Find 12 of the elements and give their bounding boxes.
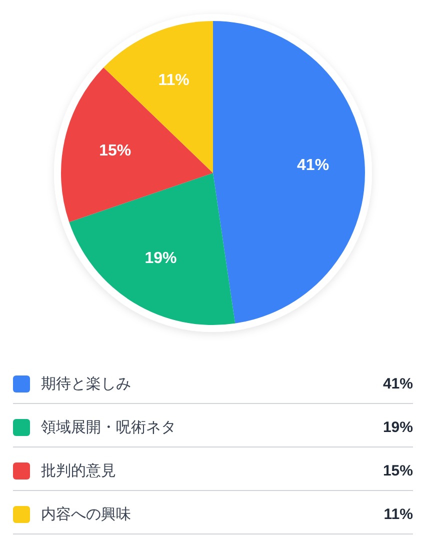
text: 19% [382, 419, 413, 436]
text: 11% [384, 506, 413, 523]
data-label: 19% [144, 250, 177, 268]
legend-label: 期待と楽しみ [41, 376, 131, 392]
text: 41% [382, 376, 413, 392]
legend-label: 内容への興味 [41, 506, 131, 523]
data-label: 11% [158, 72, 190, 90]
legend-label: 批判的意見 [41, 462, 116, 480]
data-label: 15% [99, 142, 132, 160]
text: 15% [382, 462, 413, 480]
legend-label: 領域展開・呪術ネタ [41, 419, 176, 436]
data-label: 41% [297, 157, 330, 174]
